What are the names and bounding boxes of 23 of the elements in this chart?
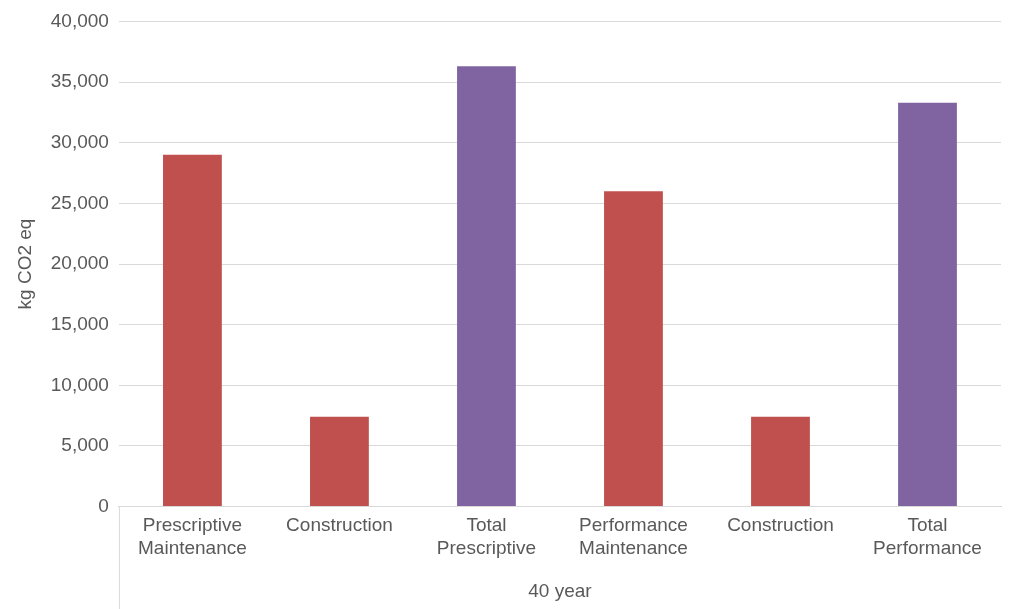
x-tick-label: Performance Maintenance: [579, 514, 688, 559]
y-tick-label: 15,000: [50, 312, 109, 334]
bar: [604, 191, 663, 507]
bar: [310, 416, 369, 507]
x-tick-label: Construction: [286, 514, 393, 536]
x-tick-label: Total Prescriptive: [436, 514, 537, 559]
y-tick-label: 20,000: [50, 252, 109, 274]
x-tick-label: Construction: [727, 514, 834, 536]
y-tick-label: 30,000: [50, 130, 109, 152]
y-tick-label: 0: [98, 494, 109, 516]
y-tick-label: 25,000: [50, 191, 109, 213]
x-axis-title: 40 year: [528, 579, 593, 601]
y-axis-title: kg CO2 eq: [13, 218, 35, 310]
bar: [898, 102, 957, 507]
bar: [457, 66, 516, 507]
y-tick-label: 40,000: [50, 9, 109, 31]
x-tick-label: Total Performance: [873, 514, 982, 559]
y-tick-label: 35,000: [50, 70, 109, 92]
y-tick-label: 10,000: [50, 373, 109, 395]
y-tick-label: 5,000: [61, 434, 109, 456]
bar: [751, 416, 810, 507]
bar: [163, 154, 222, 507]
x-tick-label: Prescriptive Maintenance: [138, 514, 247, 559]
